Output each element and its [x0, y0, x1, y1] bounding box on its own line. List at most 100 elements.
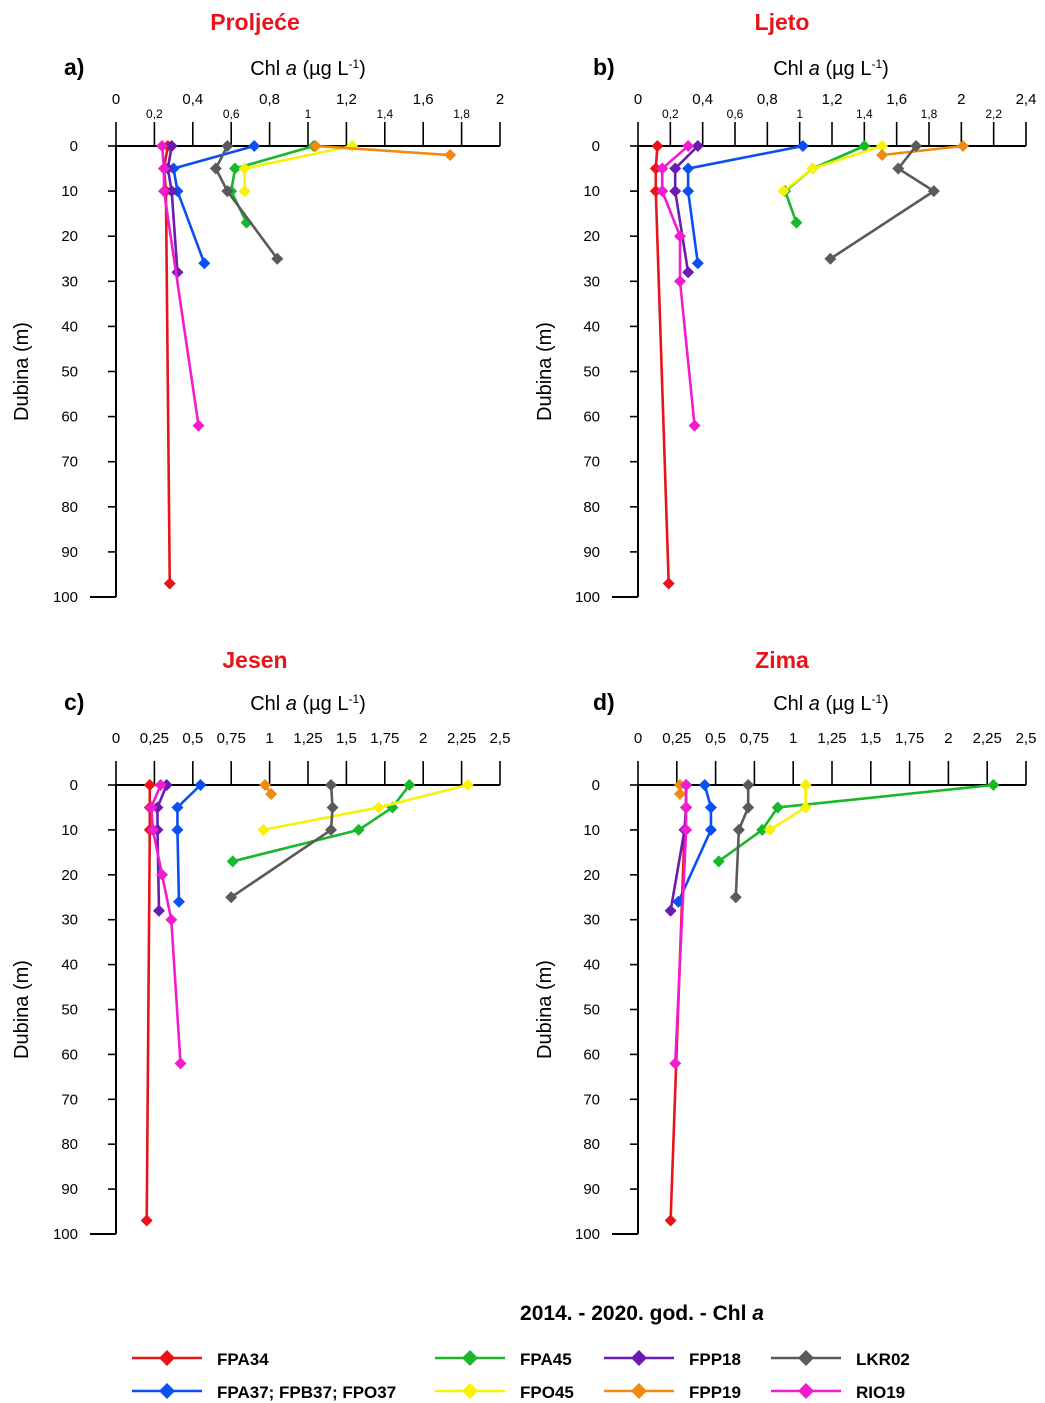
data-point-FPP19	[258, 779, 271, 791]
series-line-RIO19	[160, 145, 200, 426]
x-tick-label: 2,4	[1016, 91, 1037, 108]
legend-title: 2014. - 2020. god. - Chl a	[520, 1302, 764, 1325]
y-axis-label: Dubina (m)	[534, 322, 556, 421]
y-tick-label: 60	[61, 409, 78, 426]
x-tick-label: 1,2	[336, 91, 357, 108]
data-point-FPP19	[673, 779, 686, 791]
series-FPP19	[258, 779, 278, 800]
data-point-FPP18	[153, 904, 166, 917]
legend-item-FPO45: FPO45	[435, 1383, 574, 1402]
chart-panel-a: Proljeće a) Chl a (µg L-1) Dubina (m) 0 0,4 0,…	[11, 9, 504, 606]
data-point-RIO19	[680, 801, 693, 814]
series-line-FPA45	[783, 144, 865, 224]
legend-item-LKR02: LKR02	[771, 1350, 910, 1369]
legend-swatch-marker	[631, 1383, 647, 1399]
x-tick-label: 0,25	[662, 730, 691, 747]
series-line-LKR02	[214, 145, 279, 260]
legend-item-FPP19: FPP19	[604, 1383, 741, 1402]
legend-item-FPP18: FPP18	[604, 1350, 741, 1369]
x-tick-label: 2,25	[973, 730, 1002, 747]
data-point-RIO19	[154, 779, 167, 791]
data-point-FPP18	[165, 185, 178, 198]
x-tick-label: 0,25	[140, 730, 169, 747]
series-line-LKR02	[829, 145, 936, 260]
x-tick-label-minor: 0,2	[146, 107, 163, 121]
data-point-FPA37	[198, 257, 211, 270]
y-tick-label: 100	[53, 1226, 78, 1243]
x-tick-label-minor: 1,8	[921, 107, 938, 121]
legend-swatch-marker	[798, 1350, 814, 1366]
data-point-FPP18	[691, 140, 704, 152]
data-point-LKR02	[742, 779, 755, 791]
x-tick-label-minor: 1,4	[376, 107, 393, 121]
y-tick-label: 90	[61, 544, 78, 561]
data-point-FPA37	[171, 801, 184, 814]
legend-label: FPP18	[689, 1350, 741, 1369]
y-axis-label: Dubina (m)	[534, 960, 556, 1059]
data-point-FPP18	[165, 140, 178, 152]
data-point-FPO45	[238, 185, 251, 198]
y-tick-label: 40	[583, 318, 600, 335]
data-point-RIO19	[680, 823, 693, 836]
data-point-RIO19	[156, 140, 169, 152]
data-point-FPO45	[799, 779, 812, 791]
series-line-FPP18	[166, 145, 179, 273]
y-tick-label: 10	[583, 183, 600, 200]
data-point-FPA37	[704, 801, 717, 814]
series-RIO19	[145, 779, 187, 1070]
data-point-RIO19	[669, 1057, 682, 1070]
data-point-RIO19	[156, 868, 169, 881]
series-FPP18	[669, 140, 704, 279]
y-tick-label: 0	[70, 777, 78, 794]
data-point-LKR02	[326, 801, 339, 814]
x-tick-label: 0,75	[740, 730, 769, 747]
data-point-FPP18	[664, 904, 677, 917]
y-tick-label: 40	[61, 318, 78, 335]
data-point-FPO45	[257, 823, 270, 836]
x-tick-label: 1,75	[895, 730, 924, 747]
x-axis-label: Chl a (µg L-1)	[773, 57, 889, 80]
x-tick-label-minor: 0,6	[223, 107, 240, 121]
legend-label: FPP19	[689, 1383, 741, 1402]
x-tick-label: 0,8	[259, 91, 280, 108]
series-FPP19	[309, 140, 457, 162]
series-LKR02	[729, 779, 755, 904]
y-tick-label: 40	[583, 957, 600, 974]
data-point-RIO19	[174, 1057, 187, 1070]
series-line-FPA34	[654, 145, 671, 584]
x-tick-label: 2,5	[1016, 730, 1037, 747]
x-tick-label: 2,25	[447, 730, 476, 747]
data-point-FPP19	[309, 140, 322, 152]
data-point-RIO19	[680, 779, 693, 791]
y-tick-label: 90	[583, 544, 600, 561]
legend-swatch-marker	[462, 1383, 478, 1399]
legend-swatch-marker	[159, 1350, 175, 1366]
series-line-FPA37	[686, 144, 804, 264]
series-FPA45	[226, 779, 416, 868]
x-tick-label: 1,6	[886, 91, 907, 108]
series-line-FPA34	[145, 785, 152, 1221]
x-axis-label: Chl a (µg L-1)	[250, 692, 366, 715]
series-RIO19	[669, 779, 693, 1070]
data-point-FPA45	[226, 855, 239, 868]
series-LKR02	[225, 779, 339, 904]
data-point-FPP19	[956, 140, 969, 152]
legend-label: FPA45	[520, 1350, 572, 1369]
data-point-FPO45	[763, 823, 776, 836]
data-point-FPA45	[771, 801, 784, 814]
y-tick-label: 30	[583, 273, 600, 290]
data-point-RIO19	[158, 162, 170, 175]
y-tick-label: 20	[61, 867, 78, 884]
y-tick-label: 70	[583, 454, 600, 471]
data-point-FPA45	[987, 779, 1000, 791]
legend: 2014. - 2020. god. - Chl a FPA34 FPA45 FPP…	[132, 1302, 910, 1402]
data-point-FPP18	[160, 779, 173, 791]
series-RIO19	[156, 140, 205, 432]
data-point-FPA45	[712, 855, 725, 868]
y-tick-label: 60	[583, 409, 600, 426]
data-point-RIO19	[145, 801, 158, 814]
series-line-FPP19	[315, 144, 451, 157]
series-LKR02	[209, 140, 284, 265]
x-tick-label: 1,2	[822, 91, 843, 108]
x-tick-label: 0	[112, 730, 120, 747]
